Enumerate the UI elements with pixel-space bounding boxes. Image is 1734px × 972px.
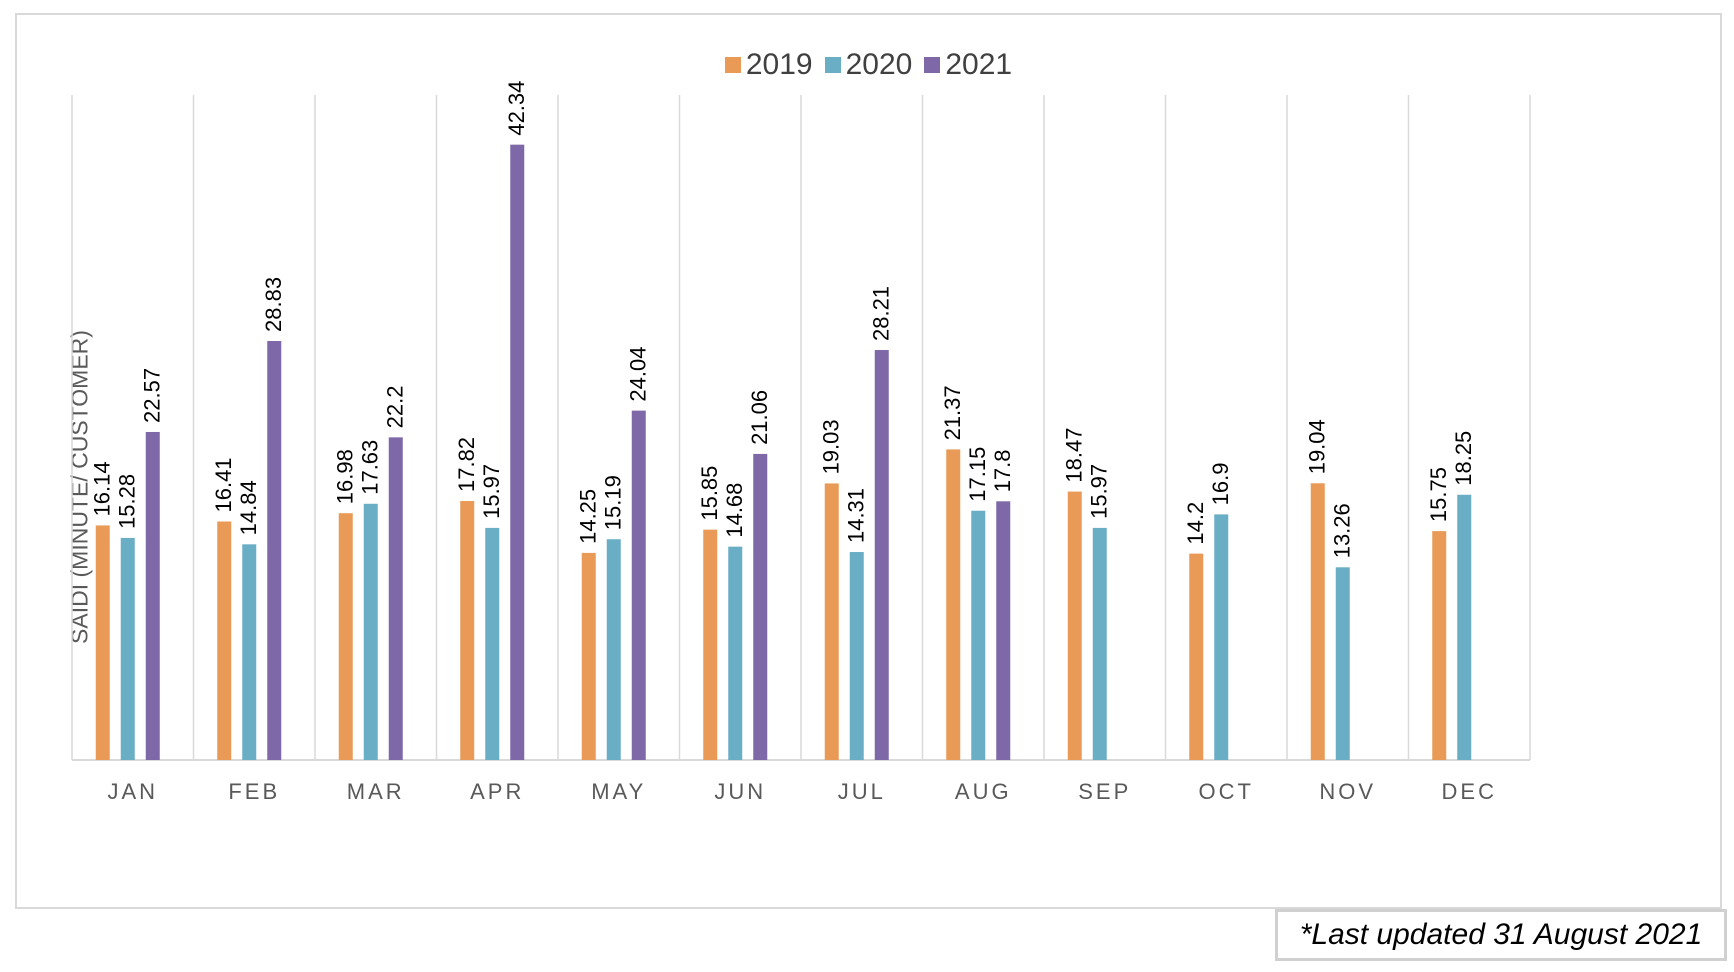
legend-swatch-2021 xyxy=(924,57,941,73)
y-axis-label: SAIDI (MINUTE/ CUSTOMER) xyxy=(66,330,93,644)
legend-item-2021: 2021 xyxy=(924,48,1012,82)
legend-swatch-2020 xyxy=(824,57,841,73)
legend: 2019 2020 2021 xyxy=(17,47,1720,82)
legend-item-2020: 2020 xyxy=(824,48,913,82)
chart-frame: 2019 2020 2021 SAIDI (MINUTE/ CUSTOMER) xyxy=(15,13,1722,909)
legend-label-2021: 2021 xyxy=(945,48,1013,81)
legend-swatch-2019 xyxy=(724,57,741,73)
legend-label-2020: 2020 xyxy=(845,48,913,81)
legend-item-2019: 2019 xyxy=(724,48,813,82)
legend-label-2019: 2019 xyxy=(745,48,813,81)
last-updated-note: *Last updated 31 August 2021 xyxy=(1275,909,1727,961)
